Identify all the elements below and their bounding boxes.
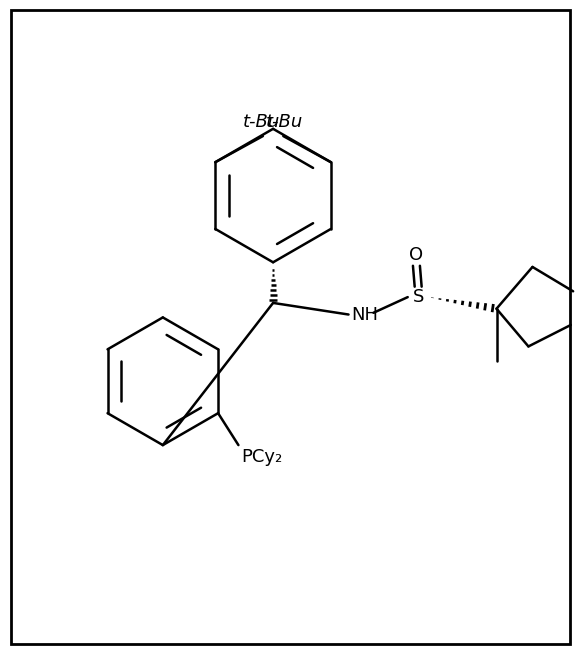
Text: NH: NH <box>352 305 378 324</box>
Text: S: S <box>413 288 424 306</box>
Text: O: O <box>410 247 424 264</box>
Text: PCy₂: PCy₂ <box>241 448 282 466</box>
Text: t-Bu: t-Bu <box>266 113 303 131</box>
Text: t-Bu: t-Bu <box>243 113 281 131</box>
